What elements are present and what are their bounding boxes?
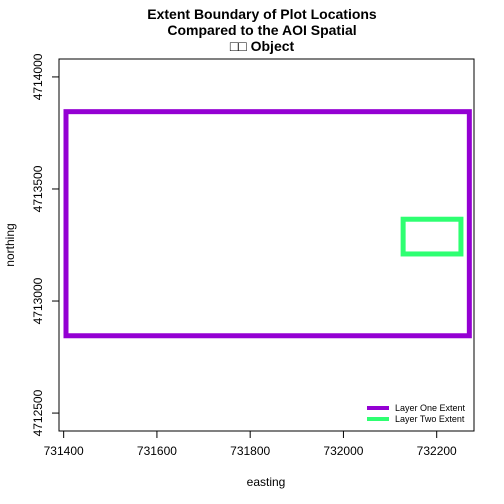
chart-title-line-3: □□ Object xyxy=(230,38,295,54)
y-tick-label: 4713000 xyxy=(31,277,45,324)
series-extent-2 xyxy=(403,219,461,254)
y-axis-label: northing xyxy=(3,223,17,266)
series-layer xyxy=(66,112,469,336)
x-tick-label: 732200 xyxy=(417,444,457,458)
x-axis-label: easting xyxy=(247,475,286,489)
x-tick-label: 731600 xyxy=(137,444,177,458)
series-extent-1 xyxy=(66,112,469,336)
y-axis: 4712500 4713000 4713500 4714000 xyxy=(31,53,59,436)
y-tick-label: 4713500 xyxy=(31,165,45,212)
legend-label: Layer One Extent xyxy=(395,403,466,413)
x-tick-label: 732000 xyxy=(323,444,363,458)
plot-box xyxy=(59,59,474,431)
legend-label: Layer Two Extent xyxy=(395,414,465,424)
chart-title-line-1: Extent Boundary of Plot Locations xyxy=(147,6,377,22)
x-axis: 731400 731600 731800 732000 732200 xyxy=(44,431,457,458)
x-tick-label: 731400 xyxy=(44,444,84,458)
y-tick-label: 4712500 xyxy=(31,389,45,436)
y-tick-label: 4714000 xyxy=(31,53,45,100)
chart-title-line-2: Compared to the AOI Spatial xyxy=(167,22,356,38)
x-tick-label: 731800 xyxy=(230,444,270,458)
